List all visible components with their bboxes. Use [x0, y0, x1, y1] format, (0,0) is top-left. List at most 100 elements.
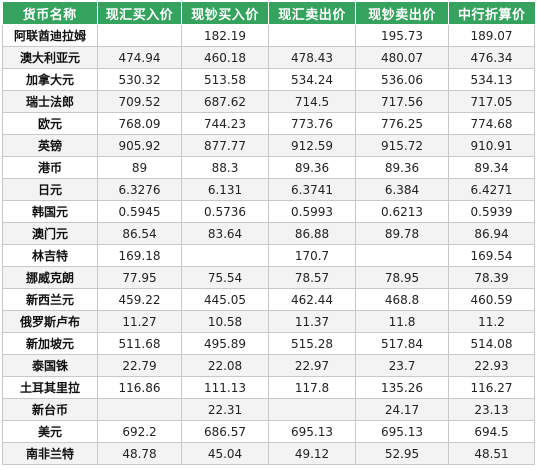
table-row: 土耳其里拉 116.86 111.13 117.8 135.26 116.27 — [2, 376, 535, 399]
cell-cash-buy: 111.13 — [181, 376, 269, 399]
cell-currency-name: 新西兰元 — [2, 288, 98, 311]
cell-cash-buy: 445.05 — [181, 288, 269, 311]
cell-spot-sell — [268, 398, 356, 421]
cell-currency-name: 土耳其里拉 — [2, 376, 98, 399]
cell-cash-sell: 480.07 — [355, 46, 449, 69]
cell-spot-buy: 474.94 — [97, 46, 182, 69]
cell-currency-name: 美元 — [2, 420, 98, 443]
cell-cash-sell: 6.384 — [355, 178, 449, 201]
cell-currency-name: 瑞士法郎 — [2, 90, 98, 113]
cell-cash-sell: 468.8 — [355, 288, 449, 311]
cell-cash-sell: 195.73 — [355, 24, 449, 47]
cell-boc-conversion: 86.94 — [448, 222, 535, 245]
table-row: 阿联酋迪拉姆 182.19 195.73 189.07 — [2, 24, 535, 47]
table-row: 加拿大元 530.32 513.58 534.24 536.06 534.13 — [2, 68, 535, 91]
cell-boc-conversion: 78.39 — [448, 266, 535, 289]
cell-spot-sell: 89.36 — [268, 156, 356, 179]
cell-currency-name: 欧元 — [2, 112, 98, 135]
cell-currency-name: 加拿大元 — [2, 68, 98, 91]
cell-spot-buy: 169.18 — [97, 244, 182, 267]
cell-spot-buy: 86.54 — [97, 222, 182, 245]
cell-cash-sell: 78.95 — [355, 266, 449, 289]
cell-cash-buy: 182.19 — [181, 24, 269, 47]
table-row: 俄罗斯卢布 11.27 10.58 11.37 11.8 11.2 — [2, 310, 535, 333]
table-row: 瑞士法郎 709.52 687.62 714.5 717.56 717.05 — [2, 90, 535, 113]
cell-spot-sell: 695.13 — [268, 420, 356, 443]
cell-cash-sell: 52.95 — [355, 442, 449, 465]
cell-spot-sell: 78.57 — [268, 266, 356, 289]
header-spot-buy: 现汇买入价 — [97, 2, 182, 25]
cell-cash-buy: 687.62 — [181, 90, 269, 113]
cell-currency-name: 新加坡元 — [2, 332, 98, 355]
header-currency-name: 货币名称 — [2, 2, 98, 25]
cell-boc-conversion: 23.13 — [448, 398, 535, 421]
table-row: 欧元 768.09 744.23 773.76 776.25 774.68 — [2, 112, 535, 135]
cell-spot-buy: 116.86 — [97, 376, 182, 399]
table-row: 新西兰元 459.22 445.05 462.44 468.8 460.59 — [2, 288, 535, 311]
cell-boc-conversion: 11.2 — [448, 310, 535, 333]
cell-spot-buy: 11.27 — [97, 310, 182, 333]
cell-boc-conversion: 774.68 — [448, 112, 535, 135]
cell-boc-conversion: 0.5939 — [448, 200, 535, 223]
cell-spot-sell: 49.12 — [268, 442, 356, 465]
cell-spot-buy: 48.78 — [97, 442, 182, 465]
cell-spot-buy: 905.92 — [97, 134, 182, 157]
cell-cash-sell: 89.78 — [355, 222, 449, 245]
cell-boc-conversion: 694.5 — [448, 420, 535, 443]
cell-spot-buy: 6.3276 — [97, 178, 182, 201]
cell-cash-sell: 24.17 — [355, 398, 449, 421]
table-row: 英镑 905.92 877.77 912.59 915.72 910.91 — [2, 134, 535, 157]
cell-currency-name: 新台币 — [2, 398, 98, 421]
cell-cash-sell: 536.06 — [355, 68, 449, 91]
cell-boc-conversion: 534.13 — [448, 68, 535, 91]
cell-spot-buy: 22.79 — [97, 354, 182, 377]
cell-currency-name: 日元 — [2, 178, 98, 201]
cell-currency-name: 韩国元 — [2, 200, 98, 223]
cell-spot-buy — [97, 398, 182, 421]
cell-spot-sell: 22.97 — [268, 354, 356, 377]
cell-cash-buy: 686.57 — [181, 420, 269, 443]
table-row: 林吉特 169.18 170.7 169.54 — [2, 244, 535, 267]
table-row: 泰国铢 22.79 22.08 22.97 23.7 22.93 — [2, 354, 535, 377]
cell-cash-sell: 23.7 — [355, 354, 449, 377]
cell-spot-buy: 89 — [97, 156, 182, 179]
cell-cash-sell: 776.25 — [355, 112, 449, 135]
cell-spot-buy: 0.5945 — [97, 200, 182, 223]
cell-spot-sell: 912.59 — [268, 134, 356, 157]
header-spot-sell: 现汇卖出价 — [268, 2, 356, 25]
cell-spot-sell: 515.28 — [268, 332, 356, 355]
cell-cash-buy: 10.58 — [181, 310, 269, 333]
cell-cash-buy: 495.89 — [181, 332, 269, 355]
cell-currency-name: 澳大利亚元 — [2, 46, 98, 69]
cell-spot-buy: 768.09 — [97, 112, 182, 135]
table-row: 新台币 22.31 24.17 23.13 — [2, 398, 535, 421]
cell-cash-buy: 88.3 — [181, 156, 269, 179]
cell-spot-sell: 773.76 — [268, 112, 356, 135]
cell-spot-sell: 170.7 — [268, 244, 356, 267]
table-row: 韩国元 0.5945 0.5736 0.5993 0.6213 0.5939 — [2, 200, 535, 223]
cell-cash-buy: 75.54 — [181, 266, 269, 289]
cell-spot-buy — [97, 24, 182, 47]
cell-cash-buy — [181, 244, 269, 267]
header-cash-buy: 现钞买入价 — [181, 2, 269, 25]
cell-cash-buy: 22.31 — [181, 398, 269, 421]
table-row: 挪威克朗 77.95 75.54 78.57 78.95 78.39 — [2, 266, 535, 289]
cell-cash-buy: 877.77 — [181, 134, 269, 157]
cell-currency-name: 挪威克朗 — [2, 266, 98, 289]
cell-currency-name: 南非兰特 — [2, 442, 98, 465]
cell-currency-name: 港币 — [2, 156, 98, 179]
cell-boc-conversion: 910.91 — [448, 134, 535, 157]
cell-spot-buy: 709.52 — [97, 90, 182, 113]
cell-cash-buy: 22.08 — [181, 354, 269, 377]
cell-boc-conversion: 717.05 — [448, 90, 535, 113]
cell-spot-sell — [268, 24, 356, 47]
cell-currency-name: 阿联酋迪拉姆 — [2, 24, 98, 47]
cell-spot-buy: 77.95 — [97, 266, 182, 289]
header-cash-sell: 现钞卖出价 — [355, 2, 449, 25]
cell-spot-buy: 511.68 — [97, 332, 182, 355]
cell-spot-buy: 692.2 — [97, 420, 182, 443]
cell-spot-sell: 534.24 — [268, 68, 356, 91]
cell-cash-sell: 89.36 — [355, 156, 449, 179]
cell-boc-conversion: 476.34 — [448, 46, 535, 69]
exchange-rate-table: 货币名称 现汇买入价 现钞买入价 现汇卖出价 现钞卖出价 中行折算价 阿联酋迪拉… — [2, 2, 535, 465]
